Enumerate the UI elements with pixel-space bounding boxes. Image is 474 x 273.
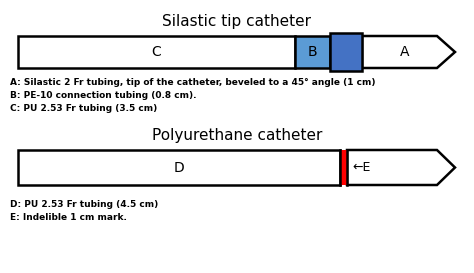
Polygon shape (330, 33, 362, 71)
Text: E: Indelible 1 cm mark.: E: Indelible 1 cm mark. (10, 213, 127, 222)
Polygon shape (347, 150, 455, 185)
Text: A: A (400, 45, 409, 59)
Text: Polyurethane catheter: Polyurethane catheter (152, 128, 322, 143)
Polygon shape (340, 150, 347, 185)
Text: C: PU 2.53 Fr tubing (3.5 cm): C: PU 2.53 Fr tubing (3.5 cm) (10, 104, 157, 113)
Text: C: C (152, 45, 161, 59)
Polygon shape (362, 36, 455, 68)
Text: A: Silastic 2 Fr tubing, tip of the catheter, beveled to a 45° angle (1 cm): A: Silastic 2 Fr tubing, tip of the cath… (10, 78, 375, 87)
Text: Silastic tip catheter: Silastic tip catheter (163, 14, 311, 29)
Polygon shape (295, 36, 330, 68)
Polygon shape (18, 150, 340, 185)
Text: B: B (308, 45, 317, 59)
Text: ←E: ←E (352, 161, 370, 174)
Text: D: D (173, 161, 184, 174)
Text: D: PU 2.53 Fr tubing (4.5 cm): D: PU 2.53 Fr tubing (4.5 cm) (10, 200, 158, 209)
Polygon shape (18, 36, 295, 68)
Text: B: PE-10 connection tubing (0.8 cm).: B: PE-10 connection tubing (0.8 cm). (10, 91, 197, 100)
